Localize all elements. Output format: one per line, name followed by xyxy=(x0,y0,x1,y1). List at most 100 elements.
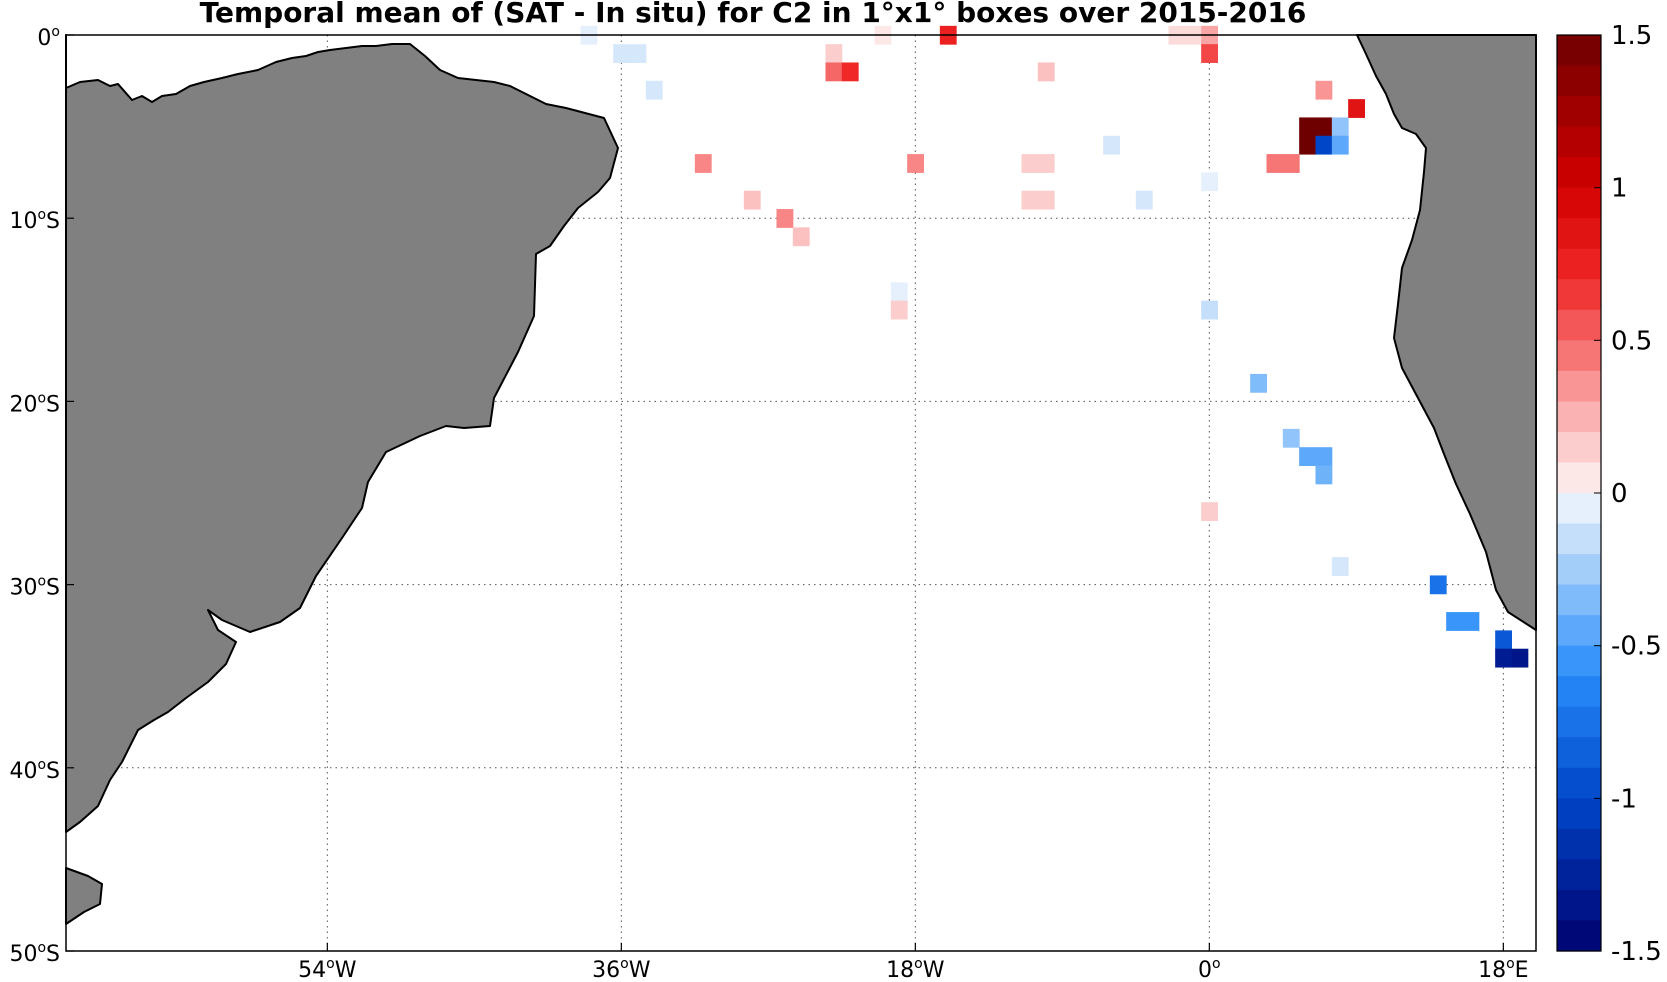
heatmap-cell xyxy=(743,190,761,210)
colorbar-swatch xyxy=(1557,645,1601,677)
colorbar-swatch xyxy=(1557,920,1601,952)
africa-landmass xyxy=(1356,34,1537,631)
heatmap-cell xyxy=(1299,117,1316,137)
colorbar-ticks: 1.5 1 0.5 0 -0.5 -1 -1.5 xyxy=(1594,21,1662,967)
heatmap-cell xyxy=(1021,190,1039,210)
y-tick-label: 50oS xyxy=(9,940,60,967)
latitude-ticks: 0o 10oS 20oS 30oS 40oS 50oS xyxy=(9,24,74,967)
heatmap-cell xyxy=(1266,154,1284,173)
heatmap-cell xyxy=(907,154,924,173)
land-masses xyxy=(65,34,1537,925)
heatmap-cell xyxy=(1315,117,1333,137)
colorbar-swatch xyxy=(1557,370,1601,402)
chart-title: Temporal mean of (SAT - In situ) for C2 … xyxy=(200,0,1307,29)
colorbar-swatch xyxy=(1557,828,1601,860)
heatmap-cell xyxy=(1201,172,1218,192)
y-tick-label: 20oS xyxy=(9,390,60,417)
colorbar-swatch xyxy=(1557,554,1601,586)
colorbar-tick-label: -0.5 xyxy=(1611,632,1662,662)
heatmap-cell xyxy=(1446,612,1463,631)
colorbar-tick-label: 0 xyxy=(1611,479,1628,509)
colorbar-tick-label: 1 xyxy=(1611,174,1628,204)
colorbar-swatch xyxy=(1557,523,1601,555)
colorbar-swatch xyxy=(1557,340,1601,372)
colorbar-swatch xyxy=(1557,401,1601,433)
x-tick-label: 36oW xyxy=(592,956,651,982)
data-cells xyxy=(580,25,1529,668)
heatmap-cell xyxy=(613,44,630,63)
heatmap-cell xyxy=(890,282,908,302)
heatmap-cell xyxy=(694,154,712,173)
colorbar-swatch xyxy=(1557,676,1601,708)
heatmap-cell xyxy=(776,209,794,228)
heatmap-cell xyxy=(1331,557,1349,576)
colorbar-swatch xyxy=(1557,493,1601,525)
heatmap-cell xyxy=(1103,135,1120,155)
colorbar: 1.5 1 0.5 0 -0.5 -1 -1.5 xyxy=(1556,21,1662,967)
colorbar-tick-label: -1.5 xyxy=(1611,937,1662,967)
colorbar-swatch xyxy=(1557,218,1601,250)
heatmap-cell xyxy=(1135,190,1153,210)
x-tick-label: 54oW xyxy=(298,956,357,982)
heatmap-cell xyxy=(825,62,843,82)
heatmap-cell xyxy=(1511,648,1529,668)
heatmap-cell xyxy=(1299,135,1316,155)
colorbar-swatch xyxy=(1557,96,1601,128)
heatmap-cell xyxy=(1037,62,1055,82)
heatmap-cell xyxy=(1201,502,1218,521)
colorbar-swatch xyxy=(1557,187,1601,219)
colorbar-swatch xyxy=(1557,889,1601,922)
heatmap-cell xyxy=(1429,575,1447,595)
x-tick-label: 18oE xyxy=(1478,956,1528,982)
heatmap-cell xyxy=(1201,44,1218,63)
heatmap-cell xyxy=(1201,300,1218,320)
heatmap-cell xyxy=(1315,135,1333,155)
colorbar-swatch xyxy=(1557,157,1601,189)
heatmap-cell xyxy=(1331,135,1349,155)
y-tick-label: 10oS xyxy=(9,207,60,234)
y-tick-label: 0o xyxy=(37,24,60,51)
heatmap-cell xyxy=(1495,630,1512,650)
heatmap-cell xyxy=(1315,447,1333,467)
colorbar-swatch xyxy=(1557,431,1601,464)
heatmap-cell xyxy=(890,300,908,320)
heatmap-cell xyxy=(792,227,810,247)
heatmap-cell xyxy=(1495,648,1512,668)
heatmap-cell xyxy=(1037,154,1055,173)
map-panel: 54oW 36oW 18oW 0o 18oE 0o 10oS 20oS 30oS 40oS 50o… xyxy=(9,24,1537,982)
colorbar-swatch xyxy=(1557,35,1601,67)
longitude-ticks: 54oW 36oW 18oW 0o 18oE xyxy=(298,943,1529,982)
colorbar-swatch xyxy=(1557,462,1601,494)
x-tick-label: 18oW xyxy=(886,956,945,982)
heatmap-cell xyxy=(645,80,663,100)
colorbar-swatch xyxy=(1557,737,1601,769)
colorbar-swatch xyxy=(1557,248,1601,280)
colorbar-swatch xyxy=(1557,309,1601,341)
map-frame xyxy=(65,34,1537,952)
south-america-landmass xyxy=(65,34,619,833)
y-tick-label: 30oS xyxy=(9,574,60,601)
heatmap-cell xyxy=(1282,154,1300,173)
colorbar-swatches xyxy=(1557,35,1601,952)
colorbar-tick-label: 1.5 xyxy=(1611,21,1652,51)
heatmap-cell xyxy=(1037,190,1055,210)
y-tick-label: 40oS xyxy=(9,757,60,784)
colorbar-swatch xyxy=(1557,615,1601,647)
colorbar-tick-label: 0.5 xyxy=(1611,326,1652,356)
heatmap-cell xyxy=(1282,428,1300,448)
x-tick-label: 0o xyxy=(1198,956,1221,982)
heatmap-cell xyxy=(825,44,843,63)
heatmap-cell xyxy=(1299,447,1316,467)
colorbar-swatch xyxy=(1557,279,1601,311)
heatmap-cell xyxy=(1331,117,1349,137)
colorbar-swatch xyxy=(1557,859,1601,891)
colorbar-swatch xyxy=(1557,584,1601,616)
colorbar-swatch xyxy=(1557,706,1601,738)
heatmap-cell xyxy=(1250,373,1267,393)
heatmap-cell xyxy=(1021,154,1039,173)
colorbar-swatch xyxy=(1557,767,1601,799)
colorbar-tick-label: -1 xyxy=(1611,784,1637,814)
heatmap-cell xyxy=(1348,99,1365,118)
heatmap-cell xyxy=(1315,80,1333,100)
